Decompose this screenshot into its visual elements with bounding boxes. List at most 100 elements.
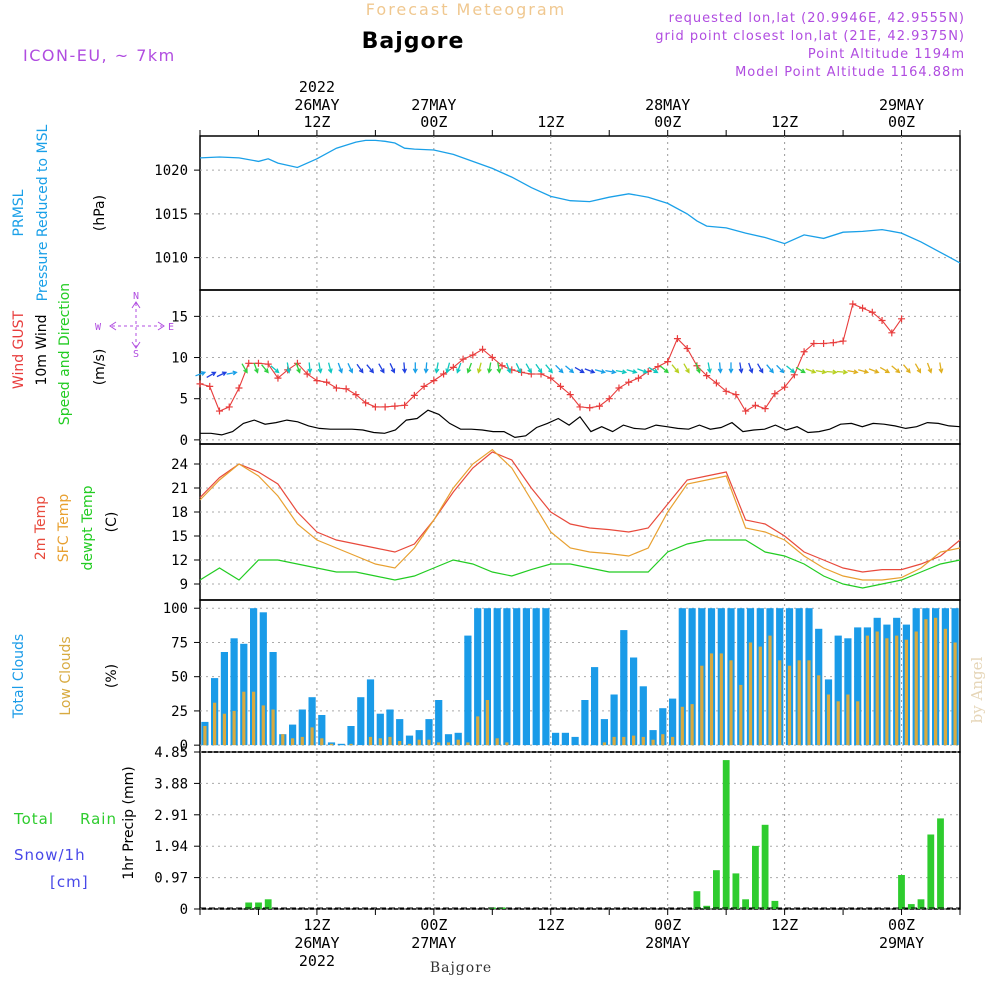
total-cloud-bar <box>327 742 336 746</box>
total-cloud-bar <box>220 652 228 746</box>
total-cloud-bar <box>444 734 453 746</box>
gust-point <box>362 399 370 407</box>
dewpt-label: dewpt Temp <box>80 485 96 570</box>
wind-direction-arrow <box>261 364 269 374</box>
top-time-label: 00Z <box>888 113 915 131</box>
low-cloud-bar <box>300 736 304 746</box>
gust-point <box>303 370 311 378</box>
precip-unit: 1hr Precip (mm) <box>121 766 137 879</box>
wind-direction-arrow <box>307 362 313 374</box>
low-cloud-bar <box>817 675 821 746</box>
total-cloud-bar <box>493 608 501 746</box>
low-cloud-bar <box>671 736 675 746</box>
total-cloud-bar <box>357 697 365 746</box>
y-tick-label: 1.94 <box>154 839 188 855</box>
low-cloud-bar <box>836 701 840 746</box>
wind-direction-arrow <box>456 362 462 374</box>
sfc-temp-line <box>199 448 961 581</box>
low-cloud-bar <box>729 660 733 746</box>
pressure-line <box>199 139 961 264</box>
y-tick-label: 0.97 <box>154 871 188 887</box>
wind-direction-arrow <box>216 371 228 378</box>
total-cloud-bar <box>610 694 618 746</box>
total-cloud-bar <box>405 735 414 746</box>
total-cloud-bar <box>425 719 433 746</box>
total-cloud-bar <box>435 700 443 746</box>
model-label: ICON-EU, ~ 7km <box>23 46 176 65</box>
total-cloud-bar <box>600 719 608 746</box>
total-cloud-bar <box>376 713 384 746</box>
gust-point <box>323 378 331 386</box>
rain-bar <box>255 902 262 909</box>
gust-point <box>488 354 496 362</box>
watermark: by Angel <box>968 656 986 723</box>
y-tick-label: 2.91 <box>154 808 188 824</box>
gust-point <box>449 363 457 371</box>
rain-bar <box>907 904 915 909</box>
total-cloud-bar <box>649 730 657 746</box>
top-time-label: 27MAY <box>411 96 456 114</box>
low-cloud-bar <box>602 742 606 746</box>
y-tick-label: 50 <box>171 670 188 686</box>
y-tick-label: 5 <box>180 392 188 408</box>
y-tick-label: 12 <box>171 553 188 569</box>
compass-n: N <box>133 291 139 302</box>
y-tick-label: 1020 <box>154 163 188 179</box>
low-cloud-bar <box>271 709 275 746</box>
wind-direction-arrow <box>706 362 712 374</box>
wind10m-line <box>200 409 961 439</box>
wind-direction-arrow <box>337 362 343 374</box>
wind-unit: (m/s) <box>92 349 108 386</box>
y-tick-label: 24 <box>171 457 188 473</box>
total-cloud-bar <box>513 608 521 746</box>
gust-point <box>595 402 603 410</box>
total-cloud-bar <box>630 657 638 746</box>
wind-direction-arrow <box>868 368 880 374</box>
gust-point <box>605 395 613 403</box>
bottom-time-label: 12Z <box>303 916 330 934</box>
low-cloud-bar <box>388 736 392 746</box>
low-cloud-bar <box>417 739 421 746</box>
gust-point <box>868 308 876 316</box>
bottom-time-label: 26MAY <box>294 934 339 952</box>
gust-point <box>888 329 896 337</box>
gust-point <box>371 403 379 411</box>
gust-point <box>459 355 467 363</box>
total-cloud-bar <box>347 726 355 746</box>
wind-direction-arrow <box>241 363 248 374</box>
wind-direction-arrow <box>505 362 512 374</box>
low-cloud-bar <box>739 684 743 746</box>
wind-direction-arrow <box>466 362 473 374</box>
total-cloud-bar <box>269 652 277 746</box>
wind-direction-arrow <box>347 363 354 374</box>
wind-direction-arrow <box>659 365 669 374</box>
top-time-label: 12Z <box>303 113 330 131</box>
y-tick-label: 4.85 <box>154 745 188 761</box>
gust-point <box>518 368 526 376</box>
wind-direction-arrow <box>815 369 828 375</box>
y-tick-label: 18 <box>171 505 188 521</box>
wind-direction-arrow <box>748 362 754 374</box>
low-cloud-bar <box>807 660 811 746</box>
gust-point <box>781 383 789 391</box>
total-cloud-bar <box>308 697 316 746</box>
total-cloud-bar <box>639 686 647 746</box>
wind-direction-arrow <box>683 363 690 374</box>
gust-point <box>615 384 623 392</box>
gust-point <box>771 390 779 398</box>
gust-point <box>820 340 828 348</box>
gust-point <box>557 382 565 390</box>
gust-label: Wind GUST <box>11 310 27 389</box>
low-cloud-bar <box>748 642 753 746</box>
gust-point <box>420 382 428 390</box>
gust-point <box>878 316 886 324</box>
rain-bar <box>917 899 925 909</box>
low-cloud-bar <box>943 628 947 746</box>
gust-point <box>751 401 759 409</box>
bottom-time-label: 28MAY <box>645 934 690 952</box>
snow-unit: [cm] <box>50 873 89 891</box>
wind-direction-arrow <box>717 362 723 374</box>
gust-point <box>810 340 818 348</box>
compass-icon: N S W E <box>95 291 174 360</box>
gridpoint-coords: grid point closest lon,lat (21E, 42.9375… <box>655 29 965 44</box>
